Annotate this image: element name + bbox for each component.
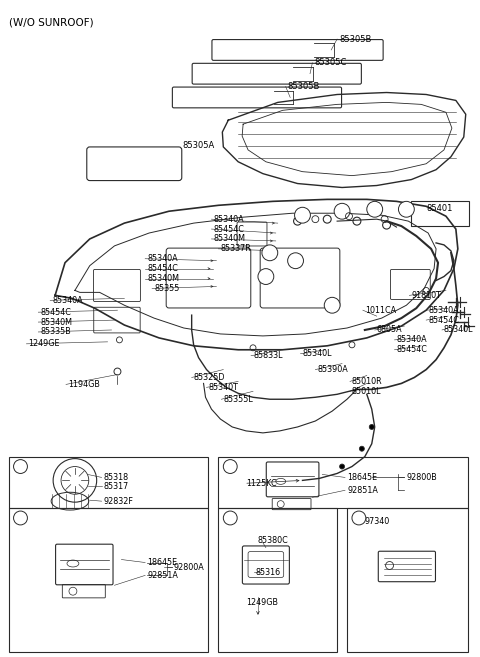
Circle shape <box>352 511 366 525</box>
Text: 18645E: 18645E <box>147 558 177 567</box>
Text: a: a <box>293 256 298 265</box>
Text: 85340L: 85340L <box>302 350 332 358</box>
Bar <box>347 508 468 652</box>
Text: 18645E: 18645E <box>347 473 377 482</box>
Text: 85318: 85318 <box>104 473 129 482</box>
Bar <box>218 508 337 652</box>
Text: b: b <box>264 272 268 281</box>
Text: 85390A: 85390A <box>317 365 348 374</box>
Text: 92832F: 92832F <box>104 497 133 506</box>
Circle shape <box>398 201 414 217</box>
Text: 85454C: 85454C <box>396 346 427 354</box>
Text: 85355: 85355 <box>154 284 180 293</box>
Bar <box>411 201 468 226</box>
Text: 85380C: 85380C <box>258 536 288 545</box>
Text: 85340L: 85340L <box>444 325 473 334</box>
Text: 85454C: 85454C <box>428 315 459 325</box>
Text: 85305C: 85305C <box>314 58 347 67</box>
Circle shape <box>324 298 340 313</box>
Bar <box>9 508 208 652</box>
Circle shape <box>13 511 27 525</box>
Text: 85340A: 85340A <box>52 296 83 305</box>
Text: (W/O SUNROOF): (W/O SUNROOF) <box>9 17 93 28</box>
Circle shape <box>262 245 278 261</box>
Text: 85833L: 85833L <box>253 351 283 360</box>
Circle shape <box>223 511 237 525</box>
Circle shape <box>360 446 364 451</box>
Text: 85454C: 85454C <box>147 264 178 273</box>
Text: 92851A: 92851A <box>347 486 378 495</box>
Text: e: e <box>340 207 344 215</box>
Text: b: b <box>18 514 23 522</box>
Text: c: c <box>228 514 232 522</box>
Bar <box>9 457 208 508</box>
Text: 1011CA: 1011CA <box>365 306 396 315</box>
Text: 85340M: 85340M <box>147 274 179 283</box>
Text: 92800B: 92800B <box>407 473 437 482</box>
Text: d: d <box>330 301 335 309</box>
Text: 1249GB: 1249GB <box>246 598 278 606</box>
Text: 85401: 85401 <box>427 204 453 213</box>
Text: 92800A: 92800A <box>174 563 204 572</box>
Circle shape <box>334 203 350 219</box>
Text: 85305A: 85305A <box>183 141 215 150</box>
Text: 85325D: 85325D <box>193 373 225 382</box>
Text: e: e <box>228 462 233 471</box>
Text: 85337R: 85337R <box>220 244 251 254</box>
Text: 6805A: 6805A <box>377 325 402 334</box>
Text: 85010R: 85010R <box>352 377 383 386</box>
Circle shape <box>258 269 274 284</box>
Text: 85340A: 85340A <box>428 306 459 315</box>
Circle shape <box>223 460 237 474</box>
Text: 85340T: 85340T <box>208 383 239 392</box>
Text: 85340A: 85340A <box>396 335 427 344</box>
Text: 85316: 85316 <box>256 568 281 577</box>
Text: 85340M: 85340M <box>214 235 245 244</box>
Text: 97340: 97340 <box>365 518 390 526</box>
Circle shape <box>369 424 374 430</box>
Text: 85340M: 85340M <box>40 317 72 327</box>
Text: a: a <box>300 211 305 219</box>
Text: a: a <box>18 462 23 471</box>
Text: 1125KC: 1125KC <box>246 479 276 488</box>
Circle shape <box>295 208 311 223</box>
Text: d: d <box>357 514 361 522</box>
Text: 85454C: 85454C <box>40 307 71 317</box>
Text: 85305B: 85305B <box>339 35 372 43</box>
Bar <box>218 457 468 508</box>
Text: 85317: 85317 <box>104 482 129 491</box>
Text: a: a <box>267 248 272 258</box>
Text: 85305B: 85305B <box>288 82 320 91</box>
Circle shape <box>339 464 345 469</box>
Text: 85340A: 85340A <box>147 254 178 263</box>
Text: 1249GE: 1249GE <box>28 339 60 348</box>
Circle shape <box>13 460 27 474</box>
Text: a: a <box>372 205 377 214</box>
Text: 91810T: 91810T <box>411 291 441 300</box>
Text: 85340A: 85340A <box>214 215 244 223</box>
Text: 85010L: 85010L <box>352 387 382 396</box>
Text: 1194GB: 1194GB <box>68 380 100 389</box>
Text: 92851A: 92851A <box>147 571 178 580</box>
Circle shape <box>288 253 303 269</box>
Text: 85335B: 85335B <box>40 327 71 336</box>
Text: 85454C: 85454C <box>214 225 244 233</box>
Circle shape <box>367 201 383 217</box>
Text: 85355L: 85355L <box>223 395 253 404</box>
Text: c: c <box>404 205 408 214</box>
